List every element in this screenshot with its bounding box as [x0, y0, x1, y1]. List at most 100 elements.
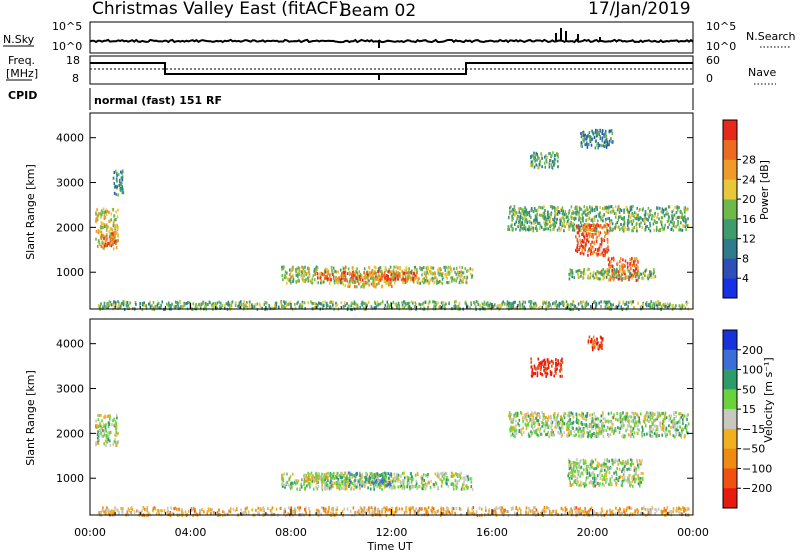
echo-cell [424, 485, 426, 489]
echo-cell [605, 135, 607, 139]
echo-cell [375, 305, 377, 309]
echo-cell [412, 477, 414, 481]
echo-cell [650, 424, 652, 428]
echo-cell [131, 506, 133, 510]
echo-cell [403, 300, 405, 304]
echo-cell [550, 224, 552, 228]
echo-cell [592, 233, 594, 236]
echo-cell [107, 425, 110, 428]
echo-cell [433, 300, 436, 304]
echo-cell [682, 216, 685, 220]
echo-cell [600, 304, 602, 308]
echo-cell [571, 270, 573, 274]
echo-cell [354, 280, 357, 284]
echo-cell [582, 276, 584, 280]
echo-cell [580, 274, 582, 278]
echo-cell [110, 218, 113, 222]
echo-cell [567, 218, 570, 222]
echo-cell [559, 302, 561, 306]
echo-cell [588, 267, 590, 271]
echo-cell [527, 227, 529, 231]
echo-cell [259, 304, 262, 308]
echo-cell [451, 510, 454, 514]
echo-cell [102, 429, 104, 433]
echo-cell [454, 511, 456, 515]
echo-cell [324, 487, 327, 491]
echo-cell [376, 472, 379, 476]
echo-cell [130, 511, 132, 514]
echo-cell [587, 512, 590, 516]
echo-cell [681, 215, 683, 219]
echo-cell [424, 270, 426, 274]
echo-cell [407, 305, 410, 309]
echo-cell [609, 229, 611, 233]
echo-cell [581, 213, 583, 216]
echo-cell [533, 306, 535, 310]
echo-cell [600, 252, 602, 256]
echo-cell [663, 509, 665, 513]
echo-cell [333, 281, 336, 285]
echo-cell [466, 281, 468, 285]
cpid-label: CPID [8, 89, 37, 102]
echo-cell [530, 221, 533, 225]
echo-cell [587, 249, 589, 253]
echo-cell [531, 164, 533, 168]
echo-cell [519, 225, 522, 229]
echo-cell [307, 475, 310, 479]
echo-cell [532, 226, 535, 230]
echo-cell [587, 143, 590, 146]
echo-cell [195, 302, 197, 306]
echo-cell [503, 510, 505, 514]
echo-cell [672, 224, 675, 227]
echo-cell [234, 509, 237, 513]
echo-cell [446, 509, 448, 513]
echo-cell [609, 265, 612, 269]
echo-cell [304, 477, 307, 481]
echo-cell [533, 419, 535, 423]
echo-cell [555, 300, 557, 304]
echo-cell [516, 216, 519, 219]
echo-cell [329, 472, 332, 475]
echo-cell [398, 274, 401, 277]
echo-cell [393, 265, 395, 269]
echo-cell [613, 258, 615, 262]
echo-cell [614, 512, 617, 516]
echo-cell [550, 305, 552, 309]
echo-cell [579, 216, 581, 220]
echo-cell [498, 303, 501, 307]
echo-cell [392, 278, 394, 282]
echo-cell [469, 272, 472, 276]
echo-cell [459, 474, 461, 478]
echo-cell [362, 506, 365, 510]
echo-cell [610, 271, 613, 275]
echo-cell [547, 304, 549, 308]
echo-cell [116, 215, 119, 219]
echo-cell [454, 304, 457, 308]
echo-cell [369, 274, 371, 278]
echo-cell [405, 509, 407, 513]
echo-cell [304, 473, 306, 477]
echo-cell [596, 207, 598, 211]
echo-cell [333, 471, 335, 475]
echo-cell [630, 267, 632, 271]
echo-cell [297, 300, 299, 304]
echo-cell [618, 228, 621, 232]
echo-cell [462, 476, 464, 480]
echo-cell [529, 220, 531, 224]
echo-cell [114, 227, 116, 231]
echo-cell [516, 211, 518, 215]
echo-cell [615, 506, 617, 510]
echo-cell [554, 154, 556, 157]
echo-cell [628, 210, 630, 214]
echo-cell [372, 272, 375, 276]
echo-cell [628, 301, 630, 305]
echo-cell [378, 277, 380, 281]
echo-cell [323, 475, 325, 479]
echo-cell [192, 508, 194, 512]
echo-cell [196, 514, 199, 518]
echo-cell [366, 302, 368, 306]
echo-cell [354, 473, 357, 477]
echo-cell [306, 267, 309, 271]
echo-cell [510, 304, 513, 308]
echo-cell [415, 303, 417, 307]
